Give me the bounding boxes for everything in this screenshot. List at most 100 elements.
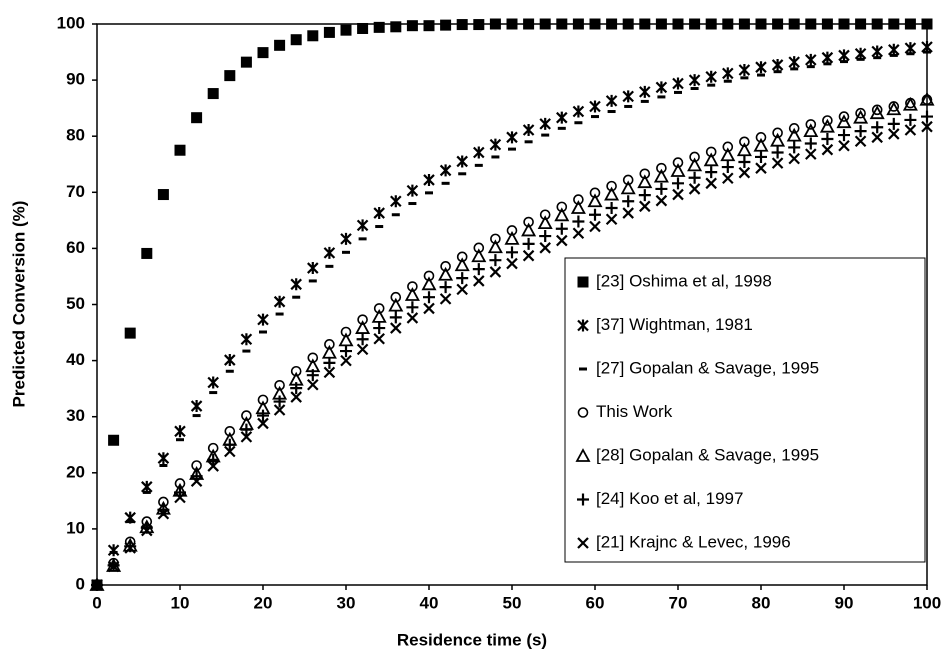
marker-circle [224, 425, 236, 437]
marker-cross [323, 366, 336, 379]
marker-asterisk [854, 47, 867, 60]
marker-cross [91, 579, 103, 591]
marker-square [589, 18, 601, 30]
marker-asterisk [224, 354, 236, 367]
marker-cross [257, 417, 269, 430]
marker-circle [855, 107, 866, 119]
marker-circle [241, 410, 252, 421]
marker-square [340, 24, 352, 36]
x-tick-label: 30 [337, 593, 356, 612]
marker-plus [522, 237, 535, 250]
marker-plus [323, 356, 336, 369]
marker-square [489, 18, 501, 30]
marker-cross [572, 227, 585, 240]
marker-circle [506, 225, 518, 236]
marker-triangle [620, 180, 636, 195]
marker-asterisk [439, 164, 452, 177]
y-tick-label: 0 [76, 574, 85, 593]
marker-square [506, 18, 518, 30]
marker-triangle [487, 239, 503, 254]
marker-cross [622, 207, 634, 219]
marker-circle [490, 233, 501, 245]
marker-square [141, 247, 153, 259]
marker-circle [822, 115, 833, 126]
marker-cross [605, 213, 618, 226]
marker-plus [738, 156, 751, 169]
marker-circle [722, 141, 734, 153]
marker-plus [340, 345, 352, 358]
marker-square [572, 18, 584, 30]
marker-circle [423, 270, 435, 282]
marker-plus [223, 438, 236, 451]
marker-square [722, 18, 734, 30]
marker-triangle [570, 200, 586, 214]
marker-triangle [919, 91, 935, 106]
marker-cross [107, 560, 120, 573]
marker-cross [157, 507, 170, 520]
marker-circle [440, 261, 451, 272]
marker-plus [472, 263, 485, 276]
marker-circle [656, 162, 667, 174]
legend-marker [577, 407, 589, 418]
marker-cross [356, 343, 369, 356]
marker-square [224, 70, 236, 82]
x-axis-label: Residence time (s) [397, 630, 547, 649]
legend-label: This Work [596, 402, 673, 421]
marker-asterisk [174, 425, 186, 438]
marker-square [622, 18, 634, 30]
marker-cross [174, 491, 186, 504]
x-tick-label: 100 [913, 593, 941, 612]
marker-circle [290, 365, 302, 377]
legend-label: [24] Koo et al, 1997 [596, 489, 743, 508]
marker-plus [655, 182, 668, 195]
legend-label: [23] Oshima et al, 1998 [596, 271, 772, 290]
marker-asterisk [240, 333, 253, 346]
marker-cross [771, 157, 784, 169]
marker-cross [190, 475, 203, 487]
marker-triangle [853, 109, 869, 124]
marker-cross [489, 266, 502, 278]
marker-asterisk [506, 131, 518, 144]
marker-plus [439, 281, 452, 294]
marker-square [639, 18, 651, 30]
marker-plus [506, 246, 518, 259]
x-tick-label: 0 [92, 593, 101, 612]
x-tick-label: 90 [835, 593, 854, 612]
marker-asterisk [871, 45, 883, 58]
marker-cross [290, 391, 302, 403]
marker-asterisk [307, 262, 319, 275]
marker-plus [356, 333, 369, 346]
marker-cross [390, 322, 402, 334]
marker-asterisk [556, 111, 568, 124]
marker-circle [672, 157, 684, 168]
marker-square [274, 39, 286, 51]
marker-square [888, 18, 900, 30]
marker-square [705, 18, 717, 30]
marker-circle [407, 281, 418, 292]
marker-plus [705, 166, 718, 179]
marker-circle [357, 314, 368, 325]
marker-asterisk [207, 376, 219, 389]
marker-square [124, 327, 136, 339]
marker-cross [755, 162, 767, 174]
marker-cross [307, 378, 319, 391]
y-tick-label: 20 [66, 462, 85, 481]
marker-square [290, 34, 302, 46]
marker-cross [672, 188, 684, 201]
marker-triangle [388, 297, 404, 312]
marker-asterisk [390, 195, 402, 208]
marker-asterisk [473, 146, 485, 159]
y-tick-label: 50 [66, 294, 85, 313]
marker-triangle [736, 142, 752, 157]
marker-circle [705, 146, 717, 158]
marker-square [772, 18, 784, 30]
marker-square [207, 88, 219, 100]
marker-square [788, 18, 800, 30]
marker-asterisk [788, 56, 800, 69]
marker-plus [539, 230, 552, 243]
marker-cross [639, 200, 651, 213]
marker-square [157, 189, 169, 201]
marker-plus [904, 113, 917, 126]
marker-cross [539, 242, 551, 254]
marker-asterisk [522, 124, 535, 137]
